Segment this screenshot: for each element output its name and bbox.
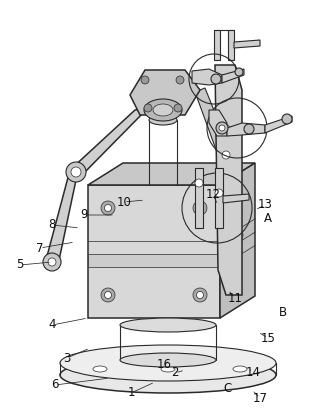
Polygon shape (130, 70, 200, 115)
Circle shape (43, 253, 61, 271)
Circle shape (221, 125, 231, 135)
Circle shape (282, 114, 292, 124)
Text: 3: 3 (63, 352, 71, 364)
Polygon shape (215, 65, 242, 295)
Ellipse shape (120, 353, 216, 367)
Circle shape (101, 201, 115, 215)
Circle shape (144, 104, 152, 112)
Ellipse shape (60, 357, 276, 393)
Polygon shape (222, 69, 244, 83)
Circle shape (215, 189, 223, 197)
Circle shape (48, 258, 56, 266)
Circle shape (105, 204, 112, 211)
Circle shape (233, 230, 243, 240)
Text: 5: 5 (16, 259, 24, 271)
Ellipse shape (153, 104, 173, 116)
Circle shape (193, 201, 207, 215)
Ellipse shape (161, 366, 175, 372)
Ellipse shape (233, 366, 247, 372)
Text: 6: 6 (51, 379, 59, 392)
Polygon shape (227, 123, 265, 136)
Polygon shape (88, 163, 255, 185)
Circle shape (66, 162, 86, 182)
Circle shape (193, 288, 207, 302)
Circle shape (174, 104, 182, 112)
Polygon shape (234, 40, 260, 48)
Polygon shape (46, 170, 76, 265)
Circle shape (219, 125, 225, 131)
Circle shape (244, 124, 254, 134)
Text: 8: 8 (48, 219, 56, 231)
Ellipse shape (120, 318, 216, 332)
Polygon shape (195, 168, 203, 228)
Circle shape (222, 151, 230, 159)
Text: 10: 10 (117, 195, 131, 208)
Text: C: C (224, 381, 232, 395)
Polygon shape (265, 116, 292, 133)
Polygon shape (88, 185, 220, 318)
Circle shape (176, 76, 184, 84)
Text: 16: 16 (156, 359, 172, 372)
Text: 14: 14 (246, 366, 261, 379)
Polygon shape (209, 110, 227, 136)
Ellipse shape (60, 345, 276, 381)
Polygon shape (214, 30, 220, 60)
Circle shape (71, 167, 81, 177)
Ellipse shape (144, 99, 182, 121)
Circle shape (197, 291, 203, 299)
Polygon shape (70, 108, 148, 175)
Circle shape (105, 291, 112, 299)
Text: 7: 7 (36, 242, 44, 255)
Text: 9: 9 (80, 208, 88, 222)
Polygon shape (223, 194, 249, 203)
Circle shape (141, 76, 149, 84)
Ellipse shape (93, 366, 107, 372)
Polygon shape (88, 254, 220, 268)
Circle shape (216, 122, 228, 134)
Text: A: A (264, 211, 272, 224)
Circle shape (101, 288, 115, 302)
Polygon shape (220, 163, 255, 318)
Circle shape (235, 68, 243, 76)
Text: 11: 11 (227, 291, 243, 304)
Polygon shape (215, 168, 223, 228)
Polygon shape (195, 88, 230, 155)
Text: 17: 17 (253, 392, 268, 404)
Circle shape (197, 204, 203, 211)
Polygon shape (192, 69, 222, 85)
Text: 1: 1 (127, 386, 135, 399)
Text: 2: 2 (171, 366, 179, 379)
Polygon shape (228, 30, 234, 60)
Text: B: B (279, 306, 287, 319)
Text: 12: 12 (205, 188, 220, 202)
Text: 15: 15 (261, 331, 275, 344)
Text: 4: 4 (48, 319, 56, 331)
Text: 13: 13 (258, 199, 272, 211)
Ellipse shape (149, 115, 177, 125)
Circle shape (195, 179, 203, 187)
Circle shape (211, 74, 221, 84)
